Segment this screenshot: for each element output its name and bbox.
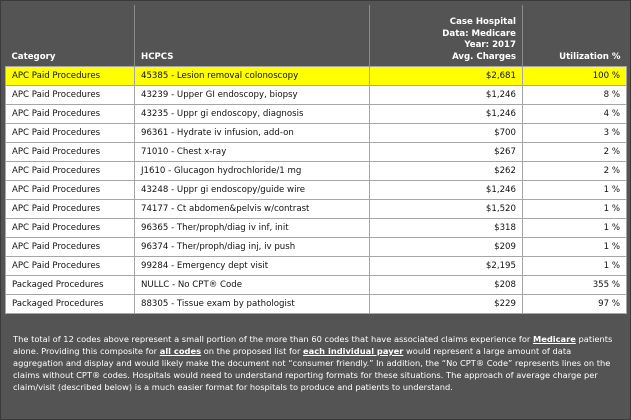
cell-utilization: 97 %	[522, 294, 627, 314]
header-hcpcs: HCPCS	[134, 5, 370, 67]
cell-utilization: 8 %	[522, 85, 627, 105]
cell-category: APC Paid Procedures	[5, 104, 135, 124]
table-row: APC Paid Procedures 43239 - Upper GI endo…	[5, 85, 627, 105]
cell-avg-charge: $1,246	[369, 85, 523, 105]
footer-text-4: would represent a large amount of data a…	[13, 346, 611, 392]
cell-category: APC Paid Procedures	[5, 85, 135, 105]
cell-avg-charge: $1,246	[369, 180, 523, 200]
cell-avg-charge: $2,681	[369, 66, 523, 86]
cell-hcpcs: NULLC - No CPT® Code	[134, 275, 370, 295]
cell-hcpcs: 43235 - Uppr gi endoscopy, diagnosis	[134, 104, 370, 124]
table-row: APC Paid Procedures 96374 - Ther/proph/di…	[5, 237, 627, 257]
cell-utilization: 355 %	[522, 275, 627, 295]
table-row: Packaged Procedures NULLC - No CPT® Code $…	[5, 275, 627, 295]
cell-avg-charge: $700	[369, 123, 523, 143]
cell-hcpcs: 71010 - Chest x-ray	[134, 142, 370, 162]
cell-utilization: 2 %	[522, 161, 627, 181]
cell-avg-charge: $262	[369, 161, 523, 181]
table-row: APC Paid Procedures 45385 - Lesion remova…	[5, 66, 627, 86]
cell-category: APC Paid Procedures	[5, 142, 135, 162]
cell-utilization: 1 %	[522, 218, 627, 238]
cell-category: APC Paid Procedures	[5, 256, 135, 276]
cell-hcpcs: 88305 - Tissue exam by pathologist	[134, 294, 370, 314]
table-row: APC Paid Procedures 43235 - Uppr gi endos…	[5, 104, 627, 124]
cell-category: APC Paid Procedures	[5, 66, 135, 86]
table-row: APC Paid Procedures 99284 - Emergency dep…	[5, 256, 627, 276]
cell-hcpcs: 74177 - Ct abdomen&pelvis w/contrast	[134, 199, 370, 219]
footer-all-codes: all codes	[159, 346, 202, 356]
header-charges-line1: Case Hospital	[449, 17, 516, 27]
cell-avg-charge: $1,520	[369, 199, 523, 219]
cell-hcpcs: 96361 - Hydrate iv infusion, add-on	[134, 123, 370, 143]
cell-category: APC Paid Procedures	[5, 123, 135, 143]
header-charges-line3: Year: 2017	[464, 40, 516, 50]
cell-category: Packaged Procedures	[5, 275, 135, 295]
cell-utilization: 1 %	[522, 199, 627, 219]
cell-utilization: 100 %	[522, 66, 627, 86]
header-category: Category	[5, 5, 135, 67]
header-avg-charges: Case Hospital Data: Medicare Year: 2017 …	[369, 5, 523, 67]
footer-text-2: patients alone. Providing this composite…	[13, 334, 613, 356]
cell-category: Packaged Procedures	[5, 294, 135, 314]
table-row: APC Paid Procedures 96365 - Ther/proph/di…	[5, 218, 627, 238]
table-row: APC Paid Procedures 96361 - Hydrate iv in…	[5, 123, 627, 143]
cell-hcpcs: 45385 - Lesion removal colonoscopy	[134, 66, 370, 86]
footer-medicare: Medicare	[532, 334, 576, 344]
header-utilization: Utilization %	[522, 5, 627, 67]
cell-hcpcs: 43248 - Uppr gi endoscopy/guide wire	[134, 180, 370, 200]
cell-avg-charge: $2,195	[369, 256, 523, 276]
table-row: APC Paid Procedures J1610 - Glucagon hydr…	[5, 161, 627, 181]
cell-hcpcs: J1610 - Glucagon hydrochloride/1 mg	[134, 161, 370, 181]
footer-text-3: on the proposed list for	[201, 346, 304, 356]
cell-utilization: 1 %	[522, 256, 627, 276]
cell-utilization: 1 %	[522, 237, 627, 257]
cell-utilization: 4 %	[522, 104, 627, 124]
charges-table: Category HCPCS Case Hospital Data: Medic…	[5, 5, 627, 314]
cell-category: APC Paid Procedures	[5, 218, 135, 238]
table-row: APC Paid Procedures 74177 - Ct abdomen&pe…	[5, 199, 627, 219]
cell-avg-charge: $1,246	[369, 104, 523, 124]
table-header-row: Category HCPCS Case Hospital Data: Medic…	[5, 5, 627, 67]
cell-hcpcs: 99284 - Emergency dept visit	[134, 256, 370, 276]
table-row: APC Paid Procedures 71010 - Chest x-ray $2…	[5, 142, 627, 162]
cell-utilization: 3 %	[522, 123, 627, 143]
cell-utilization: 2 %	[522, 142, 627, 162]
cell-hcpcs: 96374 - Ther/proph/diag inj, iv push	[134, 237, 370, 257]
table-row: Packaged Procedures 88305 - Tissue exam b…	[5, 294, 627, 314]
cell-utilization: 1 %	[522, 180, 627, 200]
cell-category: APC Paid Procedures	[5, 237, 135, 257]
table-body: APC Paid Procedures 45385 - Lesion remova…	[5, 66, 627, 314]
table-row: APC Paid Procedures 43248 - Uppr gi endos…	[5, 180, 627, 200]
cell-category: APC Paid Procedures	[5, 161, 135, 181]
cell-hcpcs: 96365 - Ther/proph/diag iv inf, init	[134, 218, 370, 238]
cell-avg-charge: $209	[369, 237, 523, 257]
footer-text-1: The total of 12 codes above represent a …	[13, 334, 533, 344]
cell-avg-charge: $229	[369, 294, 523, 314]
cell-avg-charge: $318	[369, 218, 523, 238]
cell-hcpcs: 43239 - Upper GI endoscopy, biopsy	[134, 85, 370, 105]
cell-category: APC Paid Procedures	[5, 199, 135, 219]
header-charges-line4: Avg. Charges	[452, 51, 516, 62]
cell-avg-charge: $208	[369, 275, 523, 295]
cell-avg-charge: $267	[369, 142, 523, 162]
cell-category: APC Paid Procedures	[5, 180, 135, 200]
header-charges-line2: Data: Medicare	[442, 28, 516, 39]
footer-note: The total of 12 codes above represent a …	[13, 333, 613, 393]
footer-each-payer: each individual payer	[303, 346, 404, 356]
